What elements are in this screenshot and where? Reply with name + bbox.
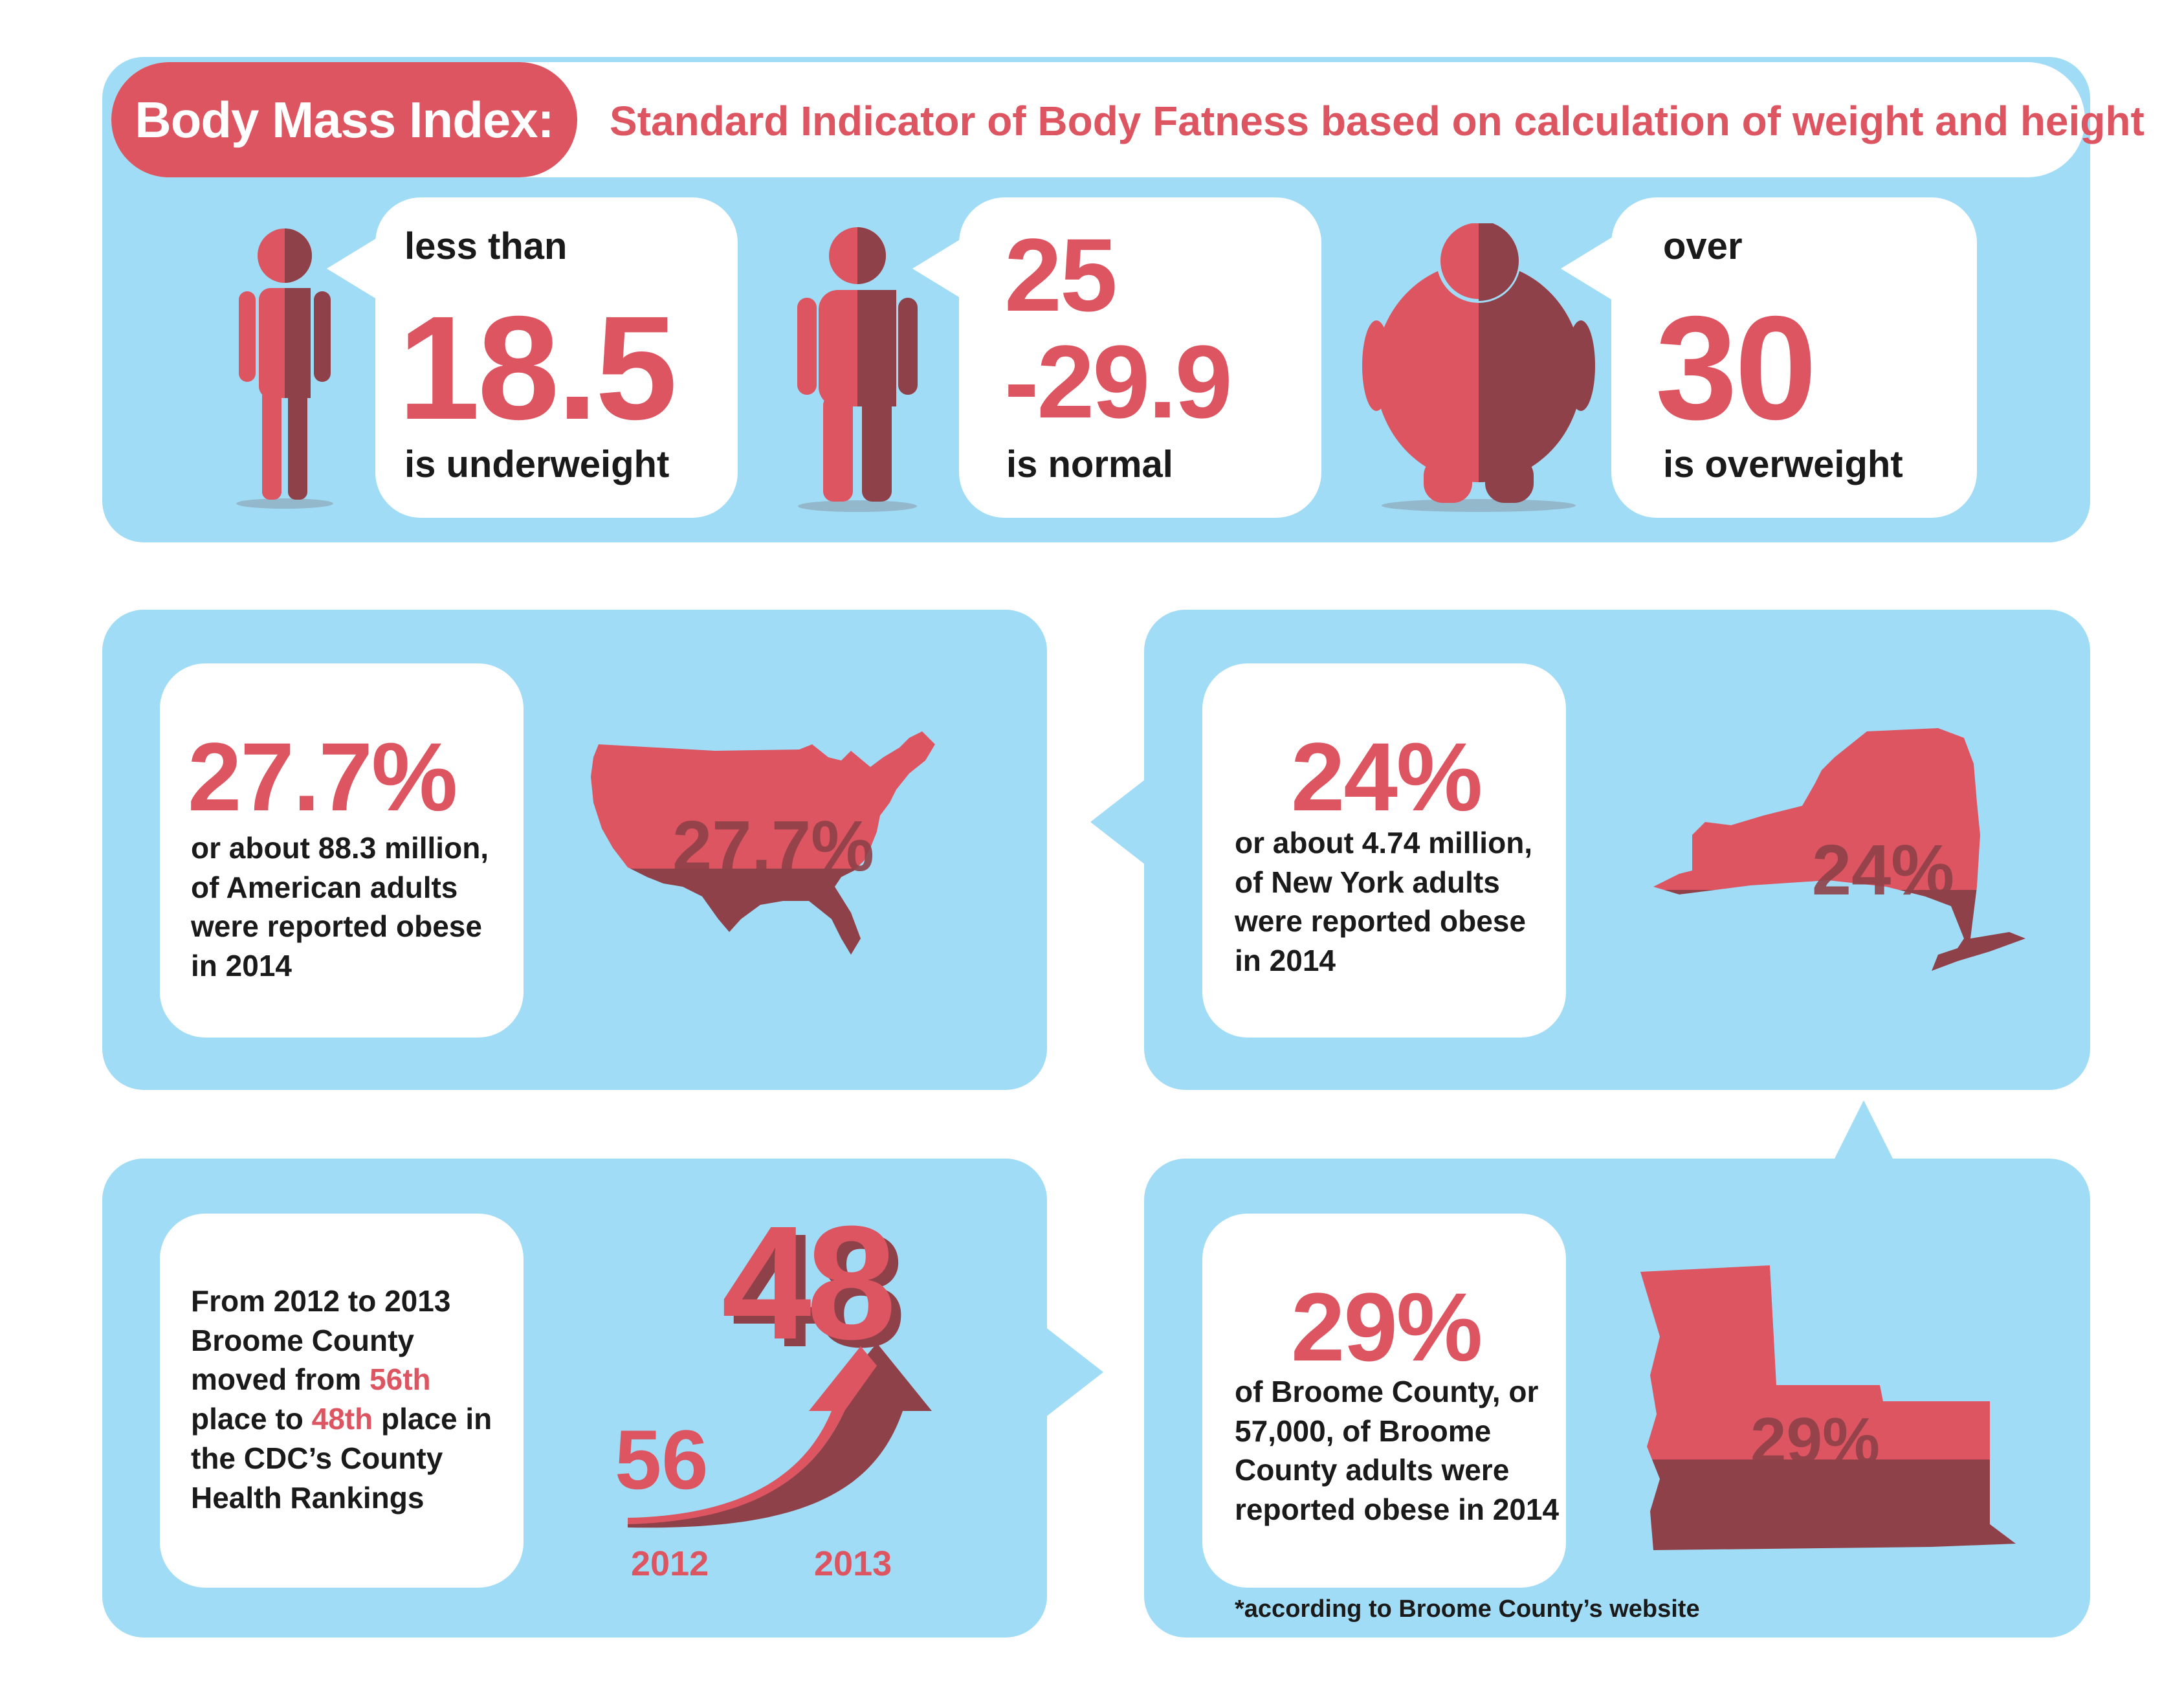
rank-from-number: 56 [615,1412,709,1507]
usa-line-4: in 2014 [191,949,292,983]
usa-ny-pointer [1090,777,1149,867]
broome-line-1: of Broome County, or [1235,1375,1539,1408]
broome-map-icon: 29% [1640,1265,2016,1550]
ny-line-3: were reported obese [1235,904,1526,938]
header-label: Body Mass Index: [111,62,577,177]
usa-map-icon: 27.7% [591,731,935,955]
bmi-card-overweight [1611,197,1977,518]
ranking-line-3: moved from 56th [191,1360,492,1399]
bubble-pointer-1 [327,233,385,304]
underweight-figure-icon [236,228,333,509]
bubble-pointer-2 [912,233,971,304]
broome-line-4: reported obese in 2014 [1235,1493,1560,1527]
ny-line-4: in 2014 [1235,944,1336,978]
bmi-suffix-overweight: is overweight [1663,443,1903,485]
bmi-value-normal: -29.9 [1004,324,1233,439]
ranking-line-4: place to 48th place in [191,1399,492,1439]
ranking-line-1: From 2012 to 2013 [191,1284,451,1318]
ny-line-1: or about 4.74 million, [1235,826,1533,860]
header-subtitle: Standard Indicator of Body Fatness based… [610,98,2145,144]
ranking-line-6: Health Rankings [191,1480,425,1515]
ny-card [1202,663,1566,1038]
bmi-value-underweight: 18.5 [398,286,678,450]
bmi-value-overweight: 30 [1655,286,1817,450]
ranking-line-5: the CDC’s County [191,1441,443,1475]
ranking-card [160,1214,524,1588]
bmi-suffix-normal: is normal [1006,443,1173,485]
usa-percent: 27.7% [188,722,458,831]
usa-line-3: were reported obese [191,909,482,944]
bmi-prefix-underweight: less than [404,225,568,267]
ny-map-icon: 24% [1653,728,2025,971]
ny-description: or about 4.74 million, of New York adult… [1235,823,1532,981]
year-from-label: 2012 [631,1544,709,1583]
bmi-prefix-normal: 25 [1004,217,1118,333]
overweight-figure-icon [1362,223,1595,512]
usa-card [160,663,524,1038]
ny-line-2: of New York adults [1235,865,1500,899]
broome-description: of Broome County, or 57,000, of Broome C… [1235,1372,1559,1529]
ny-map-label: 24% [1812,830,1954,910]
bmi-card-normal [959,197,1321,518]
ny-percent: 24% [1291,722,1483,831]
broome-footnote: *according to Broome County’s website [1235,1595,1700,1623]
usa-map-label: 27.7% [672,806,874,886]
broome-line-3: County adults were [1235,1453,1510,1487]
ranking-description: From 2012 to 2013 Broome County moved fr… [191,1282,492,1517]
broome-percent: 29% [1291,1272,1483,1381]
broome-card [1202,1214,1566,1588]
ranking-to-place: 48th [311,1402,373,1436]
broome-line-2: 57,000, of Broome [1235,1414,1492,1448]
ny-broome-pointer [1831,1100,1896,1165]
usa-line-1: or about 88.3 million, [191,831,489,865]
broome-map-label: 29% [1750,1405,1880,1477]
normal-figure-icon [797,227,918,512]
rank-to-number: 48 [722,1217,892,1373]
bubble-pointer-3 [1561,233,1619,304]
usa-line-2: of American adults [191,870,458,904]
ranking-line-3-text: moved from [191,1362,370,1397]
ranking-line-4-text: place to [191,1402,312,1436]
ranking-from-place: 56th [370,1362,431,1397]
year-to-label: 2013 [814,1544,892,1583]
ranking-broome-pointer [1045,1327,1103,1417]
ranking-line-2: Broome County [191,1323,414,1357]
bmi-suffix-underweight: is underweight [404,443,670,485]
rank-arrow-icon: 48 48 56 [615,1217,932,1528]
bmi-prefix-overweight: over [1663,225,1743,267]
usa-description: or about 88.3 million, of American adult… [191,828,489,986]
ranking-line-4-end: place in [373,1402,492,1436]
bmi-card-underweight [375,197,738,518]
